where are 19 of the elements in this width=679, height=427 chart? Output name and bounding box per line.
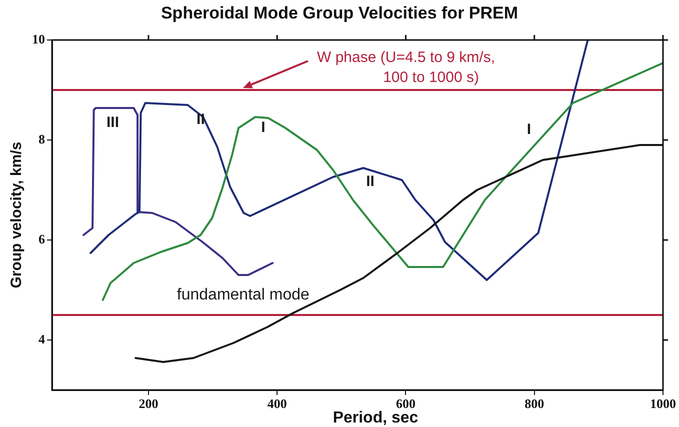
x-tick-label: 400	[267, 396, 287, 412]
series-label: I	[261, 119, 266, 136]
y-tick-label: 10	[32, 31, 45, 46]
y-tick-label: 4	[38, 331, 46, 346]
series-label: III	[106, 114, 119, 132]
x-tick-label: 600	[396, 396, 416, 412]
text: II	[366, 173, 374, 190]
y-tick-label: 6	[38, 231, 46, 246]
x-axis-title: Period, sec	[332, 409, 418, 426]
x-tick-label: 800	[524, 396, 544, 412]
series-label: II	[196, 111, 205, 128]
x-tick-label: 1000	[650, 396, 676, 412]
series-label: fundamental mode	[176, 286, 310, 304]
chart-title: Spheroidal Mode Group Velocities for PREM	[160, 4, 518, 23]
y-tick-label: 8	[38, 131, 46, 146]
x-tick-label: 200	[138, 396, 158, 412]
text: I	[526, 121, 532, 138]
y-axis-title: Group velocity, km/s	[8, 142, 26, 288]
annotation: W phase (U=4.5 to 9 km/s, 100 to 1000 s)	[317, 49, 495, 86]
